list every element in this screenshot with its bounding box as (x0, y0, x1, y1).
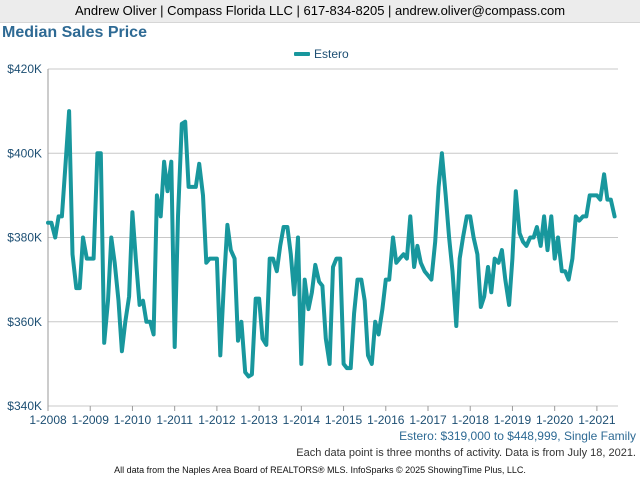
x-tick-label: 1-2018 (452, 413, 490, 427)
legend-swatch (294, 51, 310, 56)
x-tick-label: 1-2011 (156, 413, 193, 427)
x-tick-label: 1-2019 (494, 413, 532, 427)
chart-plot-area: $340K $360K $380K $400K $420K 1-2008 1-2009 1-… (7, 62, 618, 427)
y-tick-label: $400K (7, 146, 42, 160)
x-tick-label: 1-2015 (325, 413, 363, 427)
x-tick-label: 1-2021 (578, 413, 616, 427)
x-tick-label: 1-2014 (283, 413, 321, 427)
price-range-note: Estero: $319,000 to $448,999, Single Fam… (399, 429, 636, 443)
x-tick-label: 1-2009 (72, 413, 110, 427)
legend-label-estero: Estero (314, 46, 349, 61)
contact-text: Andrew Oliver | Compass Florida LLC | 61… (74, 3, 566, 18)
y-tick-label: $360K (7, 315, 42, 329)
data-source-footer: All data from the Naples Area Board of R… (114, 465, 526, 475)
x-tick-label: 1-2010 (114, 413, 152, 427)
series-line-estero[interactable] (46, 109, 617, 379)
x-tick-label: 1-2017 (409, 413, 447, 427)
y-tick-label: $340K (7, 399, 42, 413)
x-tick-label: 1-2008 (29, 413, 67, 427)
chart-title: Median Sales Price (2, 24, 147, 41)
activity-note: Each data point is three months of activ… (296, 447, 636, 459)
y-tick-label: $420K (7, 62, 42, 76)
chart-legend[interactable]: Estero (294, 46, 349, 61)
x-tick-label: 1-2013 (240, 413, 278, 427)
y-tick-label: $380K (7, 231, 42, 245)
x-tick-label: 1-2016 (367, 413, 405, 427)
x-tick-label: 1-2012 (198, 413, 236, 427)
contact-bar: Andrew Oliver | Compass Florida LLC | 61… (0, 0, 640, 23)
x-tick-label: 1-2020 (536, 413, 574, 427)
